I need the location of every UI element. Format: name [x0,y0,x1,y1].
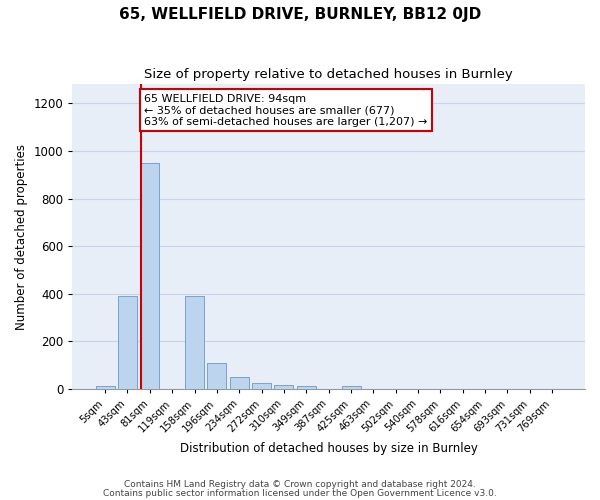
Y-axis label: Number of detached properties: Number of detached properties [15,144,28,330]
Bar [185,296,204,389]
Bar [297,386,316,389]
Text: 65, WELLFIELD DRIVE, BURNLEY, BB12 0JD: 65, WELLFIELD DRIVE, BURNLEY, BB12 0JD [119,8,481,22]
X-axis label: Distribution of detached houses by size in Burnley: Distribution of detached houses by size … [180,442,478,455]
Bar [208,363,226,389]
Text: Contains public sector information licensed under the Open Government Licence v3: Contains public sector information licen… [103,490,497,498]
Bar [341,386,361,389]
Bar [140,163,160,389]
Bar [118,296,137,389]
Bar [274,386,293,389]
Bar [230,377,249,389]
Bar [95,386,115,389]
Text: 65 WELLFIELD DRIVE: 94sqm
← 35% of detached houses are smaller (677)
63% of semi: 65 WELLFIELD DRIVE: 94sqm ← 35% of detac… [144,94,428,127]
Title: Size of property relative to detached houses in Burnley: Size of property relative to detached ho… [144,68,513,80]
Text: Contains HM Land Registry data © Crown copyright and database right 2024.: Contains HM Land Registry data © Crown c… [124,480,476,489]
Bar [252,383,271,389]
